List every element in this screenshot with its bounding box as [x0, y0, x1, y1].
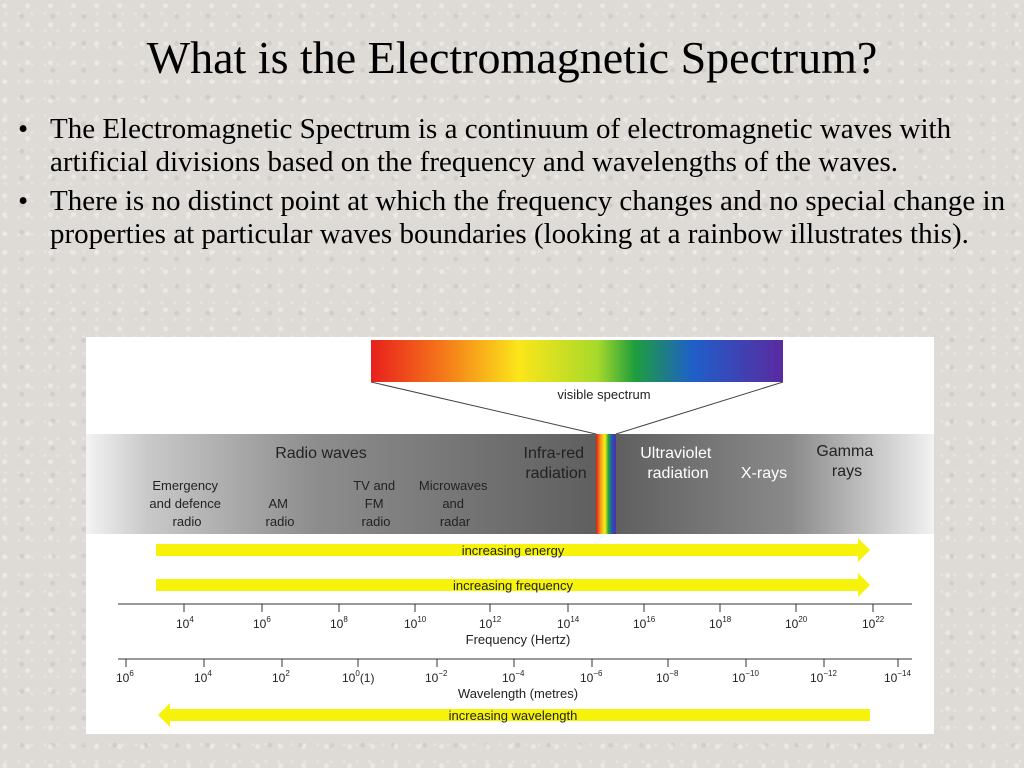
spectrum-band-low	[86, 434, 596, 534]
frequency-axis-label: Frequency (Hertz)	[466, 632, 571, 647]
microwaves-line-1: Microwaves	[419, 478, 488, 493]
increasing-frequency-label: increasing frequency	[453, 578, 573, 593]
spectrum-svg: visible spectrum Radio waves Infra-red r…	[86, 340, 934, 727]
visible-spectrum-bar	[371, 340, 783, 382]
infrared-line-1: Infra-red	[524, 445, 584, 462]
visible-strip	[596, 434, 616, 534]
wavelength-axis-ticks	[125, 659, 899, 667]
tv-fm-radio-label: TV and FM radio	[353, 478, 399, 529]
frequency-tick-label: 1014	[557, 615, 580, 631]
spectrum-diagram: visible spectrum Radio waves Infra-red r…	[86, 337, 934, 734]
ultraviolet-label: Ultraviolet radiation	[640, 445, 716, 482]
tvfm-line-2: FM	[365, 496, 384, 511]
bullet-text: The Electromagnetic Spectrum is a contin…	[50, 113, 952, 178]
visible-connector-left	[370, 381, 597, 435]
xrays-label: X-rays	[741, 465, 787, 482]
increasing-wavelength-arrow	[158, 703, 870, 727]
microwaves-line-3: radar	[440, 514, 471, 529]
frequency-tick-label: 108	[330, 615, 348, 631]
ultraviolet-line-2: radiation	[647, 465, 708, 482]
emergency-line-3: radio	[173, 514, 202, 529]
frequency-tick-label: 106	[253, 615, 271, 631]
frequency-tick-label: 1016	[633, 615, 656, 631]
wavelength-tick-label: 10−2	[425, 669, 448, 685]
frequency-tick-label: 1022	[862, 615, 885, 631]
microwaves-line-2: and	[442, 496, 464, 511]
bullet-list: • The Electromagnetic Spectrum is a cont…	[18, 113, 1008, 257]
ultraviolet-line-1: Ultraviolet	[640, 445, 712, 462]
wavelength-tick-label: 102	[272, 669, 290, 685]
gamma-line-1: Gamma	[816, 443, 873, 460]
frequency-tick-label: 104	[176, 615, 194, 631]
infrared-line-2: radiation	[525, 465, 586, 482]
frequency-tick-label: 1018	[709, 615, 732, 631]
emergency-line-2: and defence	[149, 496, 221, 511]
microwaves-label: Microwaves and radar	[419, 478, 491, 529]
wavelength-axis-label: Wavelength (metres)	[458, 686, 578, 701]
bullet-item: • The Electromagnetic Spectrum is a cont…	[18, 113, 1008, 179]
increasing-wavelength-label: increasing wavelength	[449, 708, 578, 723]
am-line-2: radio	[266, 514, 295, 529]
increasing-energy-arrow	[156, 538, 870, 562]
bullet-dot-icon: •	[18, 113, 29, 145]
wavelength-tick-label: 10−12	[810, 669, 837, 685]
radio-waves-label: Radio waves	[275, 445, 367, 462]
increasing-energy-label: increasing energy	[462, 543, 565, 558]
tvfm-line-3: radio	[362, 514, 391, 529]
spectrum-band-high	[616, 434, 934, 534]
frequency-tick-label: 1012	[479, 615, 502, 631]
frequency-tick-label: 1010	[404, 615, 427, 631]
wavelength-tick-label: 10−10	[732, 669, 759, 685]
wavelength-tick-labels: 106 104 102 100(1) 10−2 10−4 10−6 10−8 1…	[116, 669, 911, 685]
wavelength-tick-label: 10−14	[884, 669, 911, 685]
visible-connector-right	[615, 381, 784, 435]
wavelength-tick-label: 100(1)	[342, 669, 374, 685]
wavelength-tick-label: 104	[194, 669, 212, 685]
emergency-line-1: Emergency	[152, 478, 218, 493]
frequency-axis-ticks	[183, 604, 874, 612]
increasing-frequency-arrow	[156, 573, 870, 597]
frequency-tick-label: 1020	[785, 615, 808, 631]
bullet-text: There is no distinct point at which the …	[50, 185, 1006, 250]
slide-title: What is the Electromagnetic Spectrum?	[146, 32, 878, 83]
gamma-line-2: rays	[832, 463, 862, 480]
wavelength-tick-label: 106	[116, 669, 134, 685]
gamma-label: Gamma rays	[816, 443, 877, 480]
bullet-item: • There is no distinct point at which th…	[18, 185, 1008, 251]
visible-spectrum-label: visible spectrum	[557, 387, 650, 402]
wavelength-tick-label: 10−6	[580, 669, 603, 685]
wavelength-tick-label: 10−4	[502, 669, 525, 685]
wavelength-tick-label: 10−8	[656, 669, 679, 685]
infrared-label: Infra-red radiation	[524, 445, 589, 482]
am-radio-label: AM radio	[266, 496, 295, 529]
frequency-tick-labels: 104 106 108 1010 1012 1014 1016 1018 102…	[176, 615, 885, 631]
tvfm-line-1: TV and	[353, 478, 395, 493]
bullet-dot-icon: •	[18, 185, 29, 217]
am-line-1: AM	[268, 496, 288, 511]
emergency-radio-label: Emergency and defence radio	[149, 478, 224, 529]
